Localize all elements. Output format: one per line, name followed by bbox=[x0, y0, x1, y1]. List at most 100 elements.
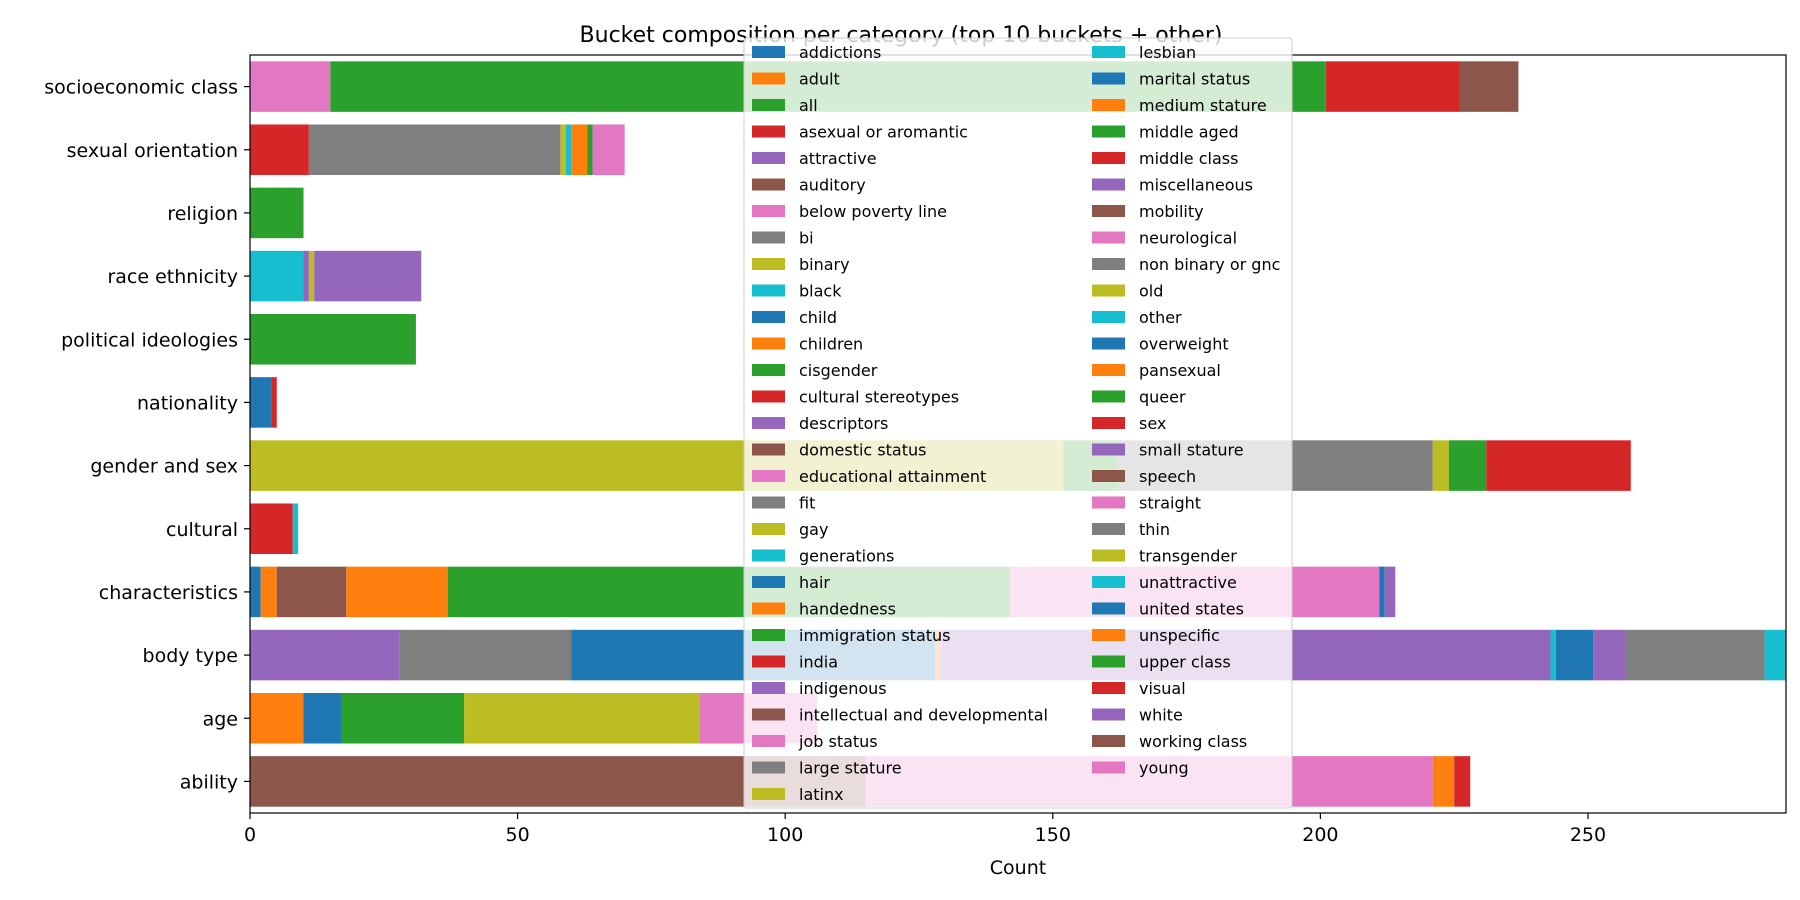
legend-swatch-latinx bbox=[752, 788, 785, 800]
legend-label-working-class: working class bbox=[1139, 732, 1247, 751]
legend-swatch-intellectual-and-developmental bbox=[752, 708, 785, 721]
legend-label-cisgender: cisgender bbox=[799, 361, 878, 380]
y-tick-label-nationality: nationality bbox=[137, 392, 238, 414]
legend-swatch-descriptors bbox=[752, 417, 785, 429]
legend-swatch-child bbox=[752, 311, 785, 323]
legend-label-united-states: united states bbox=[1139, 600, 1244, 619]
bar-characteristics-children bbox=[260, 566, 277, 618]
bar-gender-and-sex-middle-aged bbox=[1448, 440, 1487, 491]
legend-swatch-sex bbox=[1092, 417, 1125, 429]
y-tick-label-gender-and-sex: gender and sex bbox=[90, 456, 238, 478]
bar-nationality-hair bbox=[250, 377, 272, 428]
legend-label-adult: adult bbox=[799, 70, 840, 89]
legend-label-hair: hair bbox=[799, 573, 830, 592]
x-axis: 0 50 100 150 200 250 bbox=[244, 813, 1606, 846]
legend-swatch-indigenous bbox=[752, 682, 785, 694]
legend-label-asexual-or-aromantic: asexual or aromantic bbox=[799, 123, 968, 142]
bar-characteristics-handedness bbox=[346, 566, 449, 618]
legend-swatch-miscellaneous bbox=[1092, 178, 1125, 191]
legend-swatch-pansexual bbox=[1092, 364, 1125, 376]
legend-swatch-adult bbox=[752, 72, 785, 85]
legend-swatch-middle-class bbox=[1092, 152, 1125, 164]
legend-label-upper-class: upper class bbox=[1139, 653, 1231, 672]
bar-body-type-other bbox=[1764, 629, 1786, 681]
bar-body-type-fit bbox=[399, 629, 572, 681]
legend-label-medium-stature: medium stature bbox=[1139, 96, 1267, 115]
legend-swatch-marital-status bbox=[1092, 72, 1125, 85]
legend-label-unattractive: unattractive bbox=[1139, 573, 1237, 592]
legend-label-educational-attainment: educational attainment bbox=[799, 467, 986, 486]
bar-socioeconomic-class-india bbox=[1325, 61, 1460, 112]
bar-race-ethnicity-descriptors bbox=[303, 250, 309, 302]
bar-sexual-orientation-cisgender bbox=[587, 124, 593, 176]
legend-swatch-domestic-status bbox=[752, 443, 785, 456]
legend-label-overweight: overweight bbox=[1139, 335, 1229, 354]
legend-swatch-india bbox=[752, 655, 785, 668]
legend-swatch-bi bbox=[752, 231, 785, 244]
legend-label-indigenous: indigenous bbox=[799, 679, 887, 698]
x-tick-label-100: 100 bbox=[767, 824, 803, 846]
legend-label-thin: thin bbox=[1139, 520, 1170, 539]
y-axis: ability age body type characteristics cultur… bbox=[44, 77, 250, 793]
legend-label-job-status: job status bbox=[798, 732, 878, 751]
bar-age-latinx bbox=[464, 692, 700, 744]
legend-swatch-children bbox=[752, 337, 785, 350]
legend-label-other: other bbox=[1139, 308, 1182, 327]
bar-age-immigration-status bbox=[340, 692, 465, 744]
legend-label-latinx: latinx bbox=[799, 785, 844, 804]
legend-swatch-generations bbox=[752, 549, 785, 562]
legend: addictions adult all asexual or aromantic at… bbox=[743, 37, 1293, 809]
bar-body-type-miscellaneous bbox=[1593, 629, 1626, 681]
bar-nationality-india bbox=[271, 377, 277, 428]
legend-label-transgender: transgender bbox=[1139, 547, 1237, 566]
legend-label-auditory: auditory bbox=[799, 176, 866, 195]
legend-swatch-mobility bbox=[1092, 205, 1125, 217]
bar-ability-medium-stature bbox=[1432, 756, 1439, 807]
bar-cultural-cultural-stereotypes bbox=[250, 503, 293, 555]
legend-swatch-asexual-or-aromantic bbox=[752, 125, 785, 138]
legend-label-children: children bbox=[799, 335, 863, 354]
legend-swatch-small-stature bbox=[1092, 443, 1125, 456]
legend-swatch-straight bbox=[1092, 496, 1125, 509]
legend-box bbox=[743, 37, 1293, 809]
legend-label-below-poverty-line: below poverty line bbox=[799, 202, 947, 221]
x-tick-label-150: 150 bbox=[1035, 824, 1071, 846]
legend-label-small-stature: small stature bbox=[1139, 441, 1244, 460]
legend-swatch-non-binary-or-gnc bbox=[1092, 258, 1125, 270]
legend-label-domestic-status: domestic status bbox=[799, 441, 926, 460]
bar-characteristics-domestic-status bbox=[276, 566, 347, 618]
legend-label-immigration-status: immigration status bbox=[799, 626, 951, 645]
y-tick-label-age: age bbox=[203, 708, 238, 730]
bar-race-ethnicity-gay bbox=[308, 250, 315, 302]
legend-label-bi: bi bbox=[799, 229, 814, 248]
legend-swatch-all bbox=[752, 99, 785, 111]
legend-swatch-gay bbox=[752, 523, 785, 535]
legend-label-fit: fit bbox=[799, 494, 815, 513]
legend-swatch-medium-stature bbox=[1092, 99, 1125, 111]
legend-swatch-other bbox=[1092, 311, 1125, 323]
legend-label-generations: generations bbox=[799, 547, 894, 566]
y-tick-label-ability: ability bbox=[180, 771, 238, 793]
bar-body-type-marital-status bbox=[1555, 629, 1594, 681]
legend-label-straight: straight bbox=[1139, 494, 1201, 513]
bar-characteristics-child bbox=[250, 566, 261, 618]
legend-label-all: all bbox=[799, 96, 818, 115]
legend-swatch-fit bbox=[752, 496, 785, 509]
y-tick-label-body-type: body type bbox=[143, 645, 238, 667]
legend-label-large-stature: large stature bbox=[799, 759, 902, 778]
legend-label-mobility: mobility bbox=[1139, 202, 1204, 221]
legend-swatch-thin bbox=[1092, 523, 1125, 535]
y-tick-label-race-ethnicity: race ethnicity bbox=[107, 266, 238, 288]
legend-swatch-speech bbox=[1092, 470, 1125, 482]
bar-sexual-orientation-children bbox=[571, 124, 588, 176]
legend-label-cultural-stereotypes: cultural stereotypes bbox=[799, 388, 959, 407]
bar-political-ideologies-immigration-status bbox=[250, 313, 416, 365]
y-tick-label-sexual-orientation: sexual orientation bbox=[67, 140, 238, 162]
legend-swatch-immigration-status bbox=[752, 629, 785, 641]
y-tick-label-religion: religion bbox=[167, 203, 238, 225]
legend-label-middle-class: middle class bbox=[1139, 149, 1238, 168]
legend-swatch-addictions bbox=[752, 46, 785, 58]
legend-label-marital-status: marital status bbox=[1139, 70, 1250, 89]
